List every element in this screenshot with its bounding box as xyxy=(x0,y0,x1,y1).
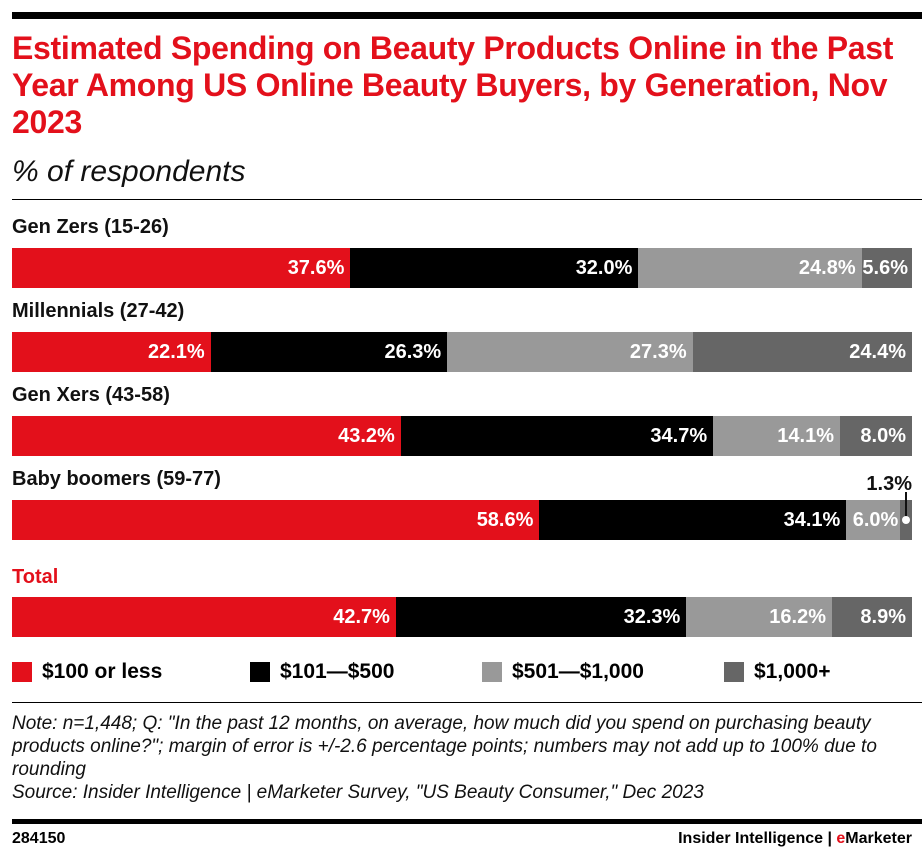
bar-segment xyxy=(840,416,912,456)
legend-item: $101—$500 xyxy=(250,660,394,684)
bar-segment xyxy=(400,416,714,456)
bar-segment xyxy=(395,597,687,637)
chart-subtitle: % of respondents xyxy=(12,155,246,188)
brand-prefix: Insider Intelligence | xyxy=(678,830,837,847)
chart-id: 284150 xyxy=(12,830,66,847)
data-label: 34.7% xyxy=(650,425,708,447)
data-label: 22.1% xyxy=(147,341,205,363)
data-label: 26.3% xyxy=(384,341,442,363)
bar-segment xyxy=(12,597,396,637)
data-label: 24.8% xyxy=(798,257,856,279)
bar-segment xyxy=(686,597,832,637)
note: Note: n=1,448; Q: "In the past 12 months… xyxy=(12,712,912,804)
divider xyxy=(12,702,922,703)
bar-segment xyxy=(350,248,639,288)
bar-segment xyxy=(713,416,840,456)
data-label: 32.3% xyxy=(623,606,681,628)
bar-segment xyxy=(210,332,448,372)
callout-dot xyxy=(902,516,911,524)
bar-row: 42.7% 32.3% 16.2% 8.9% xyxy=(12,597,912,637)
note-text: Note: n=1,448; Q: "In the past 12 months… xyxy=(12,713,877,780)
data-label: 16.2% xyxy=(769,606,826,628)
data-label: 8.9% xyxy=(860,606,906,628)
data-label: 14.1% xyxy=(777,425,834,447)
data-label: 43.2% xyxy=(338,425,395,447)
legend-swatch xyxy=(12,662,32,682)
data-label: 8.0% xyxy=(860,425,906,447)
chart-title: Estimated Spending on Beauty Products On… xyxy=(12,30,894,140)
data-label: 42.7% xyxy=(333,606,390,628)
data-label: 37.6% xyxy=(287,257,345,279)
category-label: Baby boomers (59-77) xyxy=(12,468,221,490)
brand-rest: Marketer xyxy=(845,830,912,847)
legend-swatch xyxy=(482,662,502,682)
bar-segment xyxy=(861,248,912,288)
footer-rule xyxy=(12,819,922,824)
legend-label: $100 or less xyxy=(42,660,163,683)
data-label: 34.1% xyxy=(783,509,841,531)
source-text: Source: Insider Intelligence | eMarketer… xyxy=(12,782,704,803)
legend-item: $1,000+ xyxy=(724,660,831,684)
data-label: 32.0% xyxy=(575,257,633,279)
legend-swatch xyxy=(250,662,270,682)
callout-line xyxy=(905,492,908,520)
bar-segment xyxy=(447,332,693,372)
bar-segment xyxy=(12,500,540,540)
data-label: 27.3% xyxy=(629,341,687,363)
data-label: 58.6% xyxy=(476,509,534,531)
legend-label: $501—$1,000 xyxy=(512,660,644,683)
category-label: Millennials (27-42) xyxy=(12,300,185,322)
bar-segment xyxy=(831,597,912,637)
bar-row: 22.1% 26.3% 27.3% 24.4% xyxy=(12,332,912,372)
divider xyxy=(12,199,922,200)
data-label: 1.3% xyxy=(866,473,912,495)
brand-e: e xyxy=(836,830,846,847)
legend-swatch xyxy=(724,662,744,682)
bar-segment xyxy=(12,332,211,372)
bar-segment xyxy=(846,500,901,540)
bar-segment xyxy=(12,416,401,456)
category-label: Total xyxy=(12,566,59,588)
bar-segment xyxy=(539,500,847,540)
bar-segment xyxy=(638,248,862,288)
bar-segment xyxy=(692,332,912,372)
top-bar xyxy=(12,12,922,19)
data-label: 24.4% xyxy=(849,341,906,363)
legend-item: $501—$1,000 xyxy=(482,660,644,684)
bar-row: 43.2% 34.7% 14.1% 8.0% xyxy=(12,416,912,456)
legend-item: $100 or less xyxy=(12,660,162,684)
category-label: Gen Zers (15-26) xyxy=(12,216,169,238)
bar-segment xyxy=(12,248,351,288)
bar-row: 37.6% 32.0% 24.8% 5.6% xyxy=(12,248,912,288)
legend-label: $101—$500 xyxy=(280,660,395,683)
legend: $100 or less $101—$500 $501—$1,000 $1,000+ xyxy=(12,660,912,686)
data-label: 6.0% xyxy=(852,509,899,531)
legend-label: $1,000+ xyxy=(754,660,831,683)
data-label: 5.6% xyxy=(862,257,908,279)
bar-row: 58.6% 34.1% 6.0% 1.3% xyxy=(12,473,912,540)
category-label: Gen Xers (43-58) xyxy=(12,384,170,406)
brand-logo: Insider Intelligence | eMarketer xyxy=(678,830,912,848)
